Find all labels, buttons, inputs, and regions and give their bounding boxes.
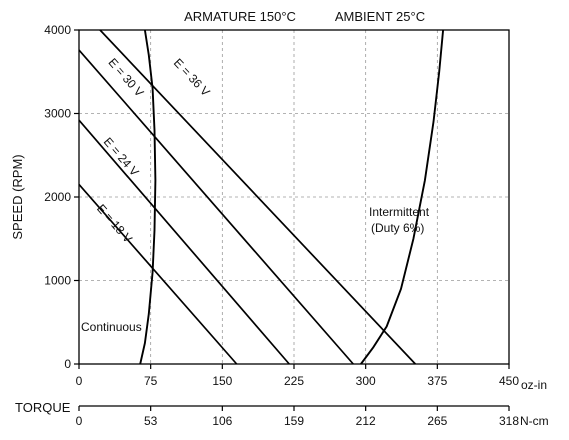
y-axis-label: SPEED (RPM) (10, 154, 25, 239)
x-axis-ticks: 0 75 150 225 300 375 450 (76, 364, 519, 388)
region-label-intermittent: Intermittent (369, 205, 430, 219)
x-tick-label: 375 (427, 374, 447, 388)
chart-title-armature: ARMATURE 150°C (184, 9, 296, 24)
y-axis-ticks: 0 1000 2000 3000 4000 (44, 23, 79, 371)
secondary-x-tick-label: 106 (212, 414, 232, 428)
secondary-x-tick-label: 212 (356, 414, 376, 428)
secondary-x-tick-label: 318 (499, 414, 519, 428)
voltage-line-label: E = 18 V (94, 202, 135, 246)
y-tick-label: 0 (64, 357, 71, 371)
region-label-duty: (Duty 6%) (371, 221, 424, 235)
x-axis-unit-primary: oz-in (521, 378, 547, 392)
x-tick-label: 75 (144, 374, 158, 388)
intermittent-boundary-curve (360, 29, 445, 365)
x-tick-label: 450 (499, 374, 519, 388)
y-tick-label: 1000 (44, 274, 71, 288)
operating-boundaries (139, 29, 445, 365)
voltage-line-1 (78, 183, 238, 365)
x-axis-label: TORQUE (15, 400, 71, 415)
x-tick-label: 150 (212, 374, 232, 388)
grid (79, 30, 509, 364)
x-tick-label: 0 (76, 374, 83, 388)
y-tick-label: 3000 (44, 107, 71, 121)
voltage-line-label: E = 24 V (101, 135, 142, 179)
region-label-continuous: Continuous (81, 320, 142, 334)
x-tick-label: 225 (284, 374, 304, 388)
voltage-line-label: E = 36 V (171, 56, 213, 99)
continuous-boundary-curve (139, 29, 157, 365)
voltage-line-3 (78, 49, 354, 365)
secondary-x-axis-ticks: 0 53 106 159 212 265 318 (76, 405, 519, 428)
y-tick-label: 4000 (44, 23, 71, 37)
chart-title-ambient: AMBIENT 25°C (335, 9, 425, 24)
secondary-x-tick-label: 53 (144, 414, 158, 428)
voltage-line-label: E = 30 V (105, 55, 146, 99)
x-axis-unit-secondary: N-cm (520, 414, 549, 428)
voltage-line-2 (78, 119, 290, 365)
x-tick-label: 300 (356, 374, 376, 388)
secondary-x-tick-label: 265 (427, 414, 447, 428)
series-labels: E = 18 V E = 24 V E = 30 V E = 36 V (94, 55, 213, 245)
y-tick-label: 2000 (44, 190, 71, 204)
secondary-x-tick-label: 159 (284, 414, 304, 428)
secondary-x-tick-label: 0 (76, 414, 83, 428)
